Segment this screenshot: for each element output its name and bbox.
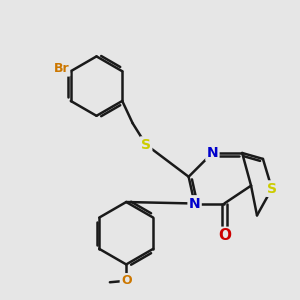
Text: S: S <box>141 138 151 152</box>
Text: N: N <box>207 146 218 160</box>
Text: Br: Br <box>53 62 69 75</box>
Text: N: N <box>189 196 200 211</box>
Text: O: O <box>121 274 131 287</box>
Text: O: O <box>218 228 231 243</box>
Text: S: S <box>267 182 277 196</box>
